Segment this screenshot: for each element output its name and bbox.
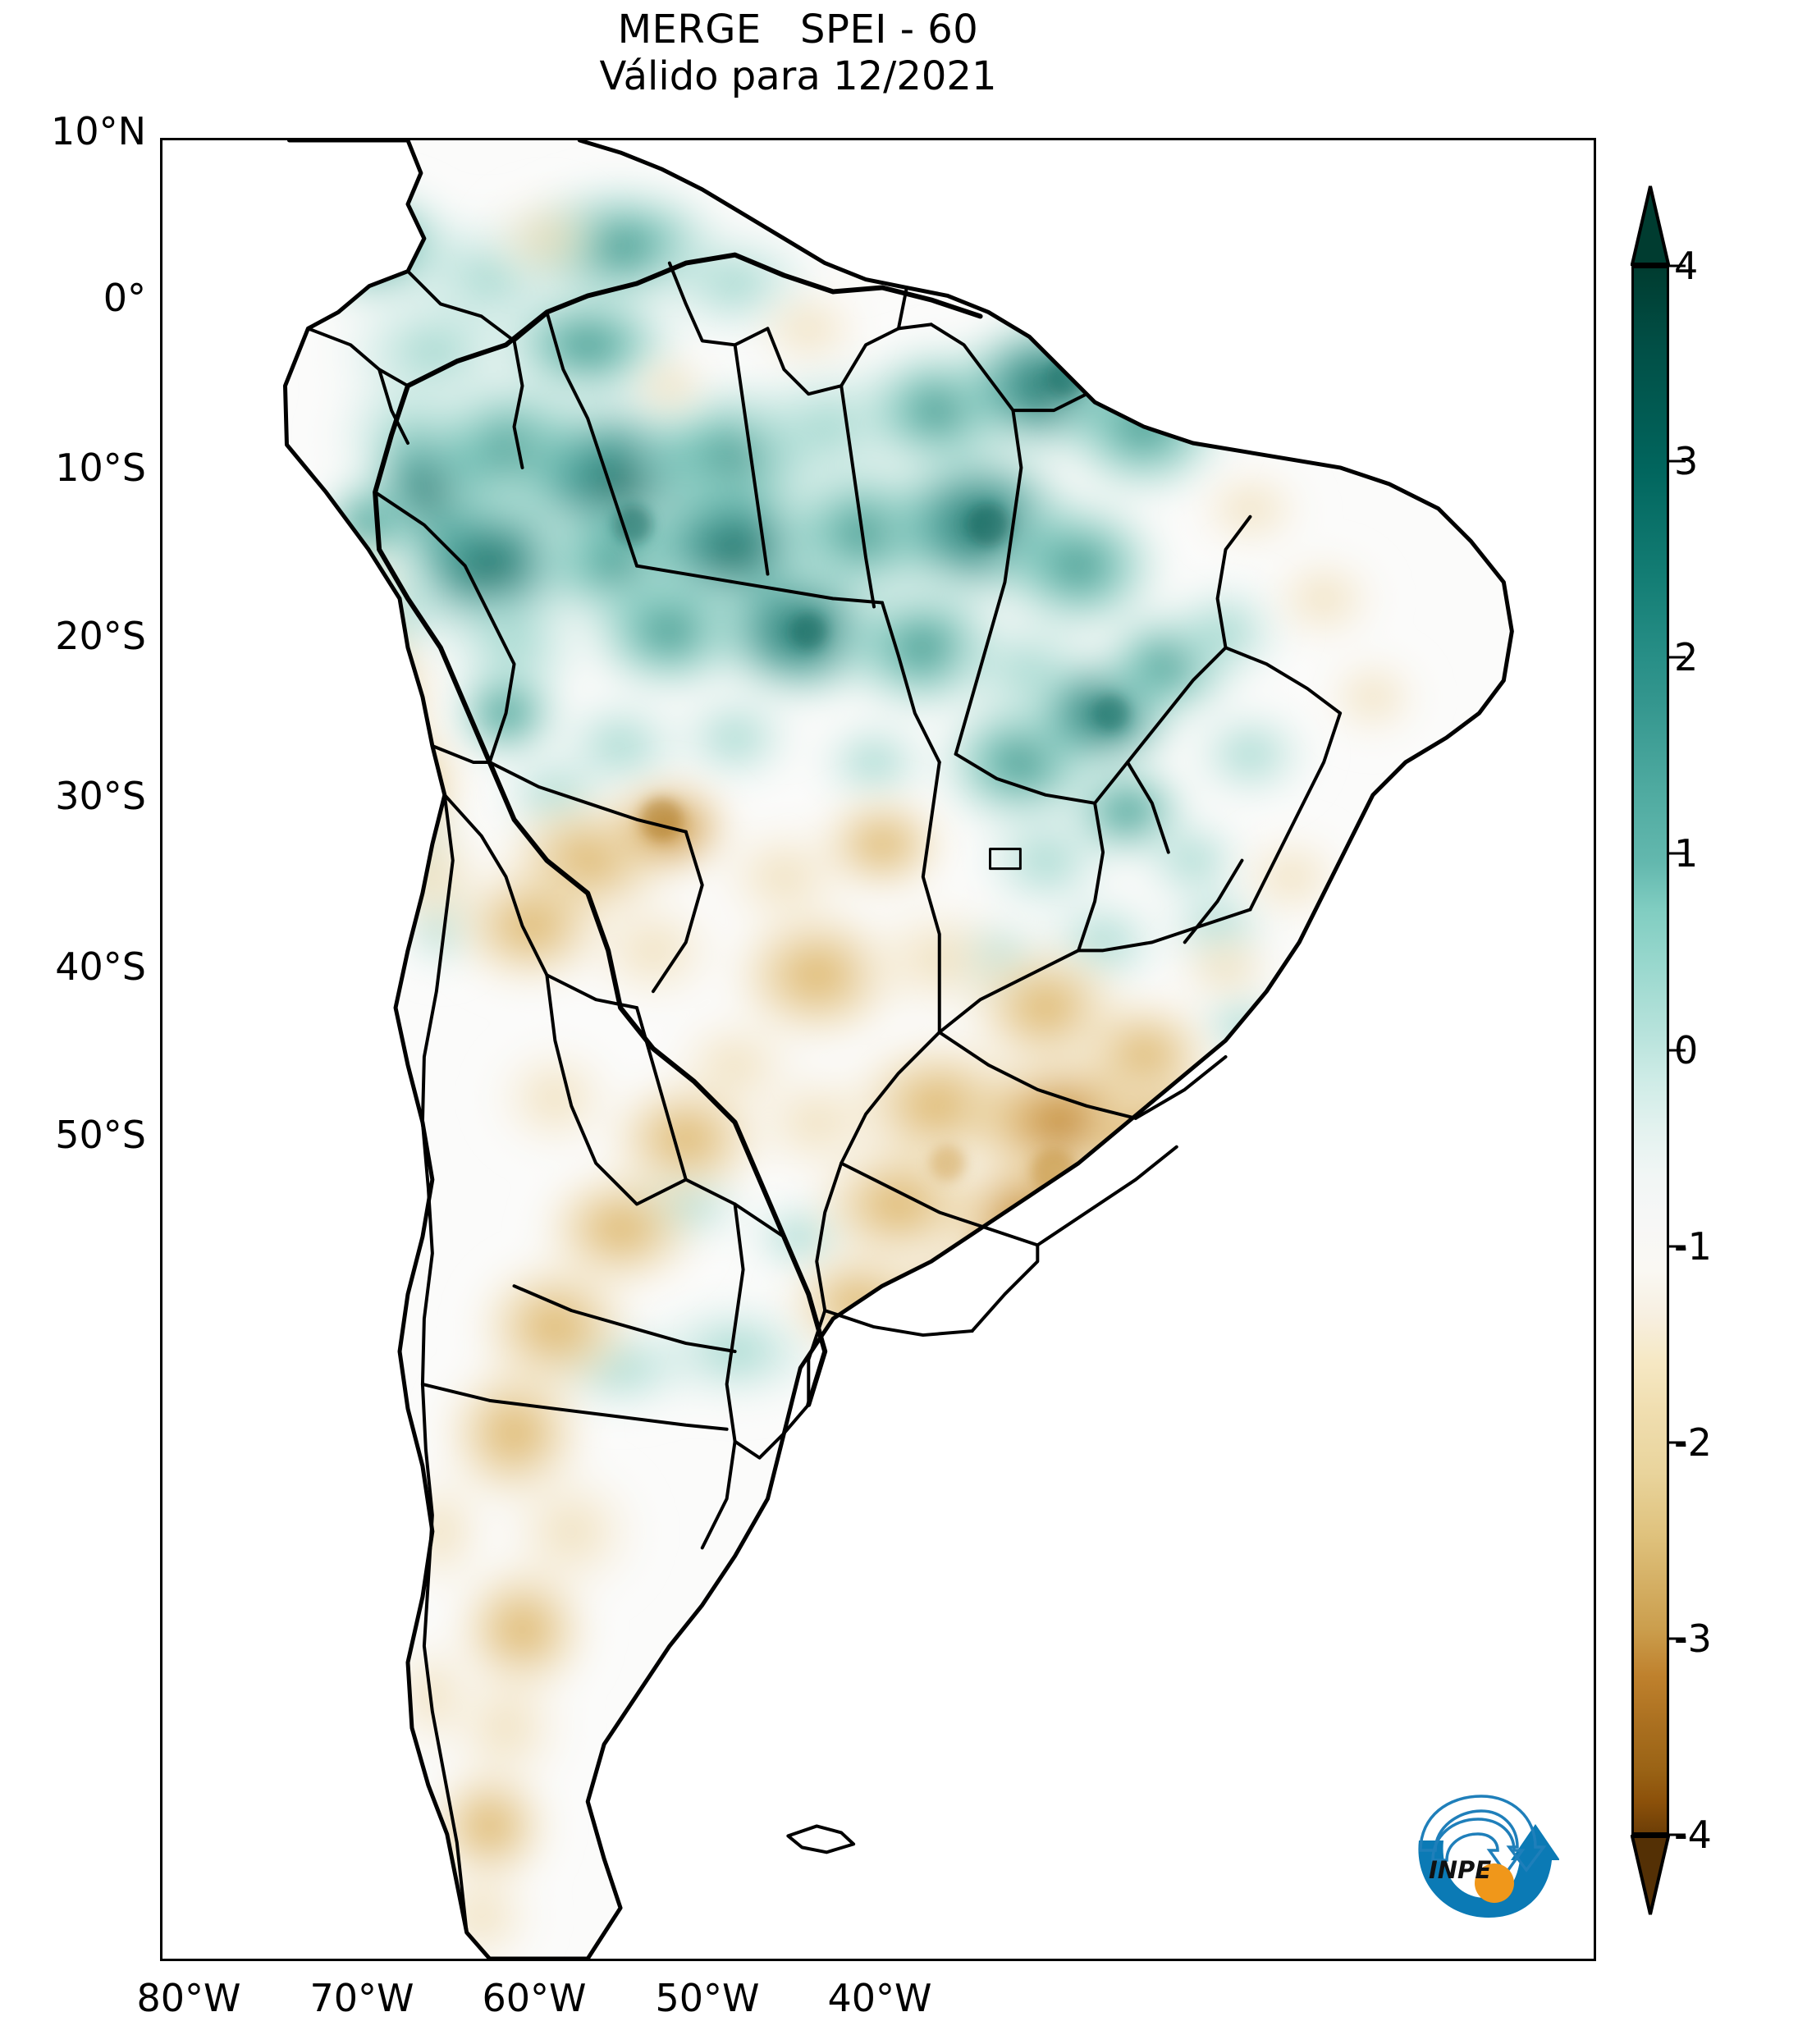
ytick-label-10s: 10°S xyxy=(55,446,146,490)
logo-inner-arc xyxy=(1431,1818,1526,1877)
xtick-label-80w: 80°W xyxy=(136,1976,241,2020)
inpe-logo: INPE xyxy=(1418,1795,1559,1918)
xtick-label-50w: 50°W xyxy=(655,1976,760,2020)
colorbar-tickmark-2 xyxy=(1669,656,1686,659)
country-borders xyxy=(282,140,1514,1959)
logo-swoosh-arrow xyxy=(1418,1824,1559,1918)
colorbar-tickmark-m4 xyxy=(1669,1833,1686,1836)
colorbar-extend-min-arrow xyxy=(1631,1835,1670,1915)
colorbar-gradient xyxy=(1634,268,1667,1832)
xtick-label-60w: 60°W xyxy=(482,1976,587,2020)
xtick-label-40w: 40°W xyxy=(827,1976,932,2020)
logo-wordmark: INPE xyxy=(1429,1856,1491,1884)
colorbar xyxy=(1631,185,1670,1915)
ytick-label-40s: 40°S xyxy=(55,944,146,989)
colorbar-tickmark-3 xyxy=(1669,460,1686,463)
colorbar-tickmark-m1 xyxy=(1669,1245,1686,1248)
page-subtitle: Válido para 12/2021 xyxy=(599,53,997,99)
colorbar-tick-3: 3 xyxy=(1674,439,1699,483)
logo-outer-arc xyxy=(1419,1795,1547,1873)
spei-choropleth-map xyxy=(162,140,1594,1959)
colorbar-extend-max-arrow xyxy=(1631,185,1670,266)
ytick-label-50s: 50°S xyxy=(55,1113,146,1157)
ytick-label-10n: 10°N xyxy=(51,109,146,153)
colorbar-tickmark-m2 xyxy=(1669,1441,1686,1444)
xtick-label-70w: 70°W xyxy=(309,1976,414,2020)
colorbar-tick-m4: -4 xyxy=(1674,1813,1712,1857)
colorbar-tick-m1: -1 xyxy=(1674,1224,1712,1269)
colorbar-tick-m3: -3 xyxy=(1674,1616,1712,1661)
colorbar-tick-m2: -2 xyxy=(1674,1420,1712,1465)
colorbar-tick-4: 4 xyxy=(1674,244,1699,288)
colorbar-tickmark-4 xyxy=(1669,264,1686,268)
colorbar-tick-2: 2 xyxy=(1674,635,1699,679)
map-plot-area xyxy=(160,138,1596,1961)
colorbar-tick-0: 0 xyxy=(1674,1028,1699,1072)
colorbar-tickmark-1 xyxy=(1669,852,1686,855)
ytick-label-0: 0° xyxy=(103,276,146,320)
chart-title-block: MERGE SPEI - 60 Válido para 12/2021 xyxy=(0,7,1596,99)
colorbar-tickmark-m3 xyxy=(1669,1637,1686,1640)
ytick-label-20s: 20°S xyxy=(55,614,146,658)
ytick-label-30s: 30°S xyxy=(55,774,146,818)
colorbar-gradient-body xyxy=(1631,266,1669,1835)
colorbar-tickmark-0 xyxy=(1669,1049,1686,1052)
logo-sun-circle xyxy=(1475,1863,1514,1903)
page-title: MERGE SPEI - 60 xyxy=(617,7,979,53)
colorbar-tick-1: 1 xyxy=(1674,831,1699,876)
